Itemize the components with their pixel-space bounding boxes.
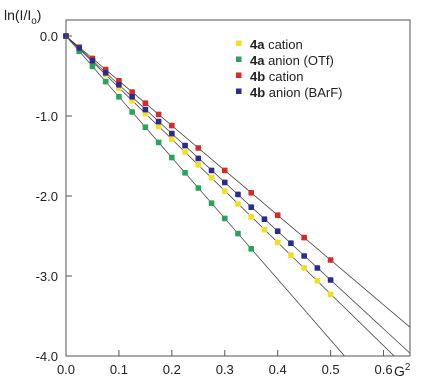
data-point	[116, 94, 122, 100]
data-point	[221, 188, 228, 194]
data-point	[155, 111, 162, 118]
data-point	[169, 122, 175, 129]
fit-line	[65, 35, 395, 357]
data-point	[288, 252, 294, 258]
data-point	[142, 100, 149, 106]
data-point	[182, 170, 188, 176]
data-point	[129, 89, 135, 95]
y-tick-label: -4.0	[36, 349, 58, 364]
data-point	[314, 278, 321, 284]
data-point	[301, 265, 307, 271]
data-point	[327, 291, 334, 298]
data-point	[129, 109, 135, 115]
legend-entry: 4a cation	[250, 37, 303, 52]
axes: 0.0 0.1 0.2 0.3 0.4 0.5 0.6 0.0 -1.0 -2.0 -3.0 -4.0	[36, 29, 393, 377]
data-point	[261, 216, 268, 222]
data-point	[169, 154, 175, 161]
data-point	[301, 234, 307, 241]
legend-swatch	[236, 56, 242, 62]
data-point	[116, 82, 122, 88]
data-point	[102, 70, 109, 76]
data-point	[274, 212, 281, 218]
plot-frame	[65, 19, 411, 357]
data-point	[327, 257, 334, 263]
x-tick-label: 0.2	[163, 362, 181, 377]
data-point	[235, 191, 241, 198]
data-point	[274, 228, 281, 234]
x-tick-label: 0.6	[374, 362, 392, 377]
x-axis-title-superscript: 2	[405, 362, 411, 373]
data-point	[221, 179, 228, 186]
data-point	[182, 149, 188, 155]
data-point	[248, 204, 255, 210]
legend-entry: 4a anion (OTf)	[250, 53, 334, 68]
data-point	[195, 185, 202, 191]
data-point	[89, 58, 96, 64]
data-point	[274, 239, 281, 246]
data-point	[261, 226, 268, 233]
y-tick-label: -3.0	[36, 269, 58, 284]
x-tick-label: 0.0	[57, 362, 75, 377]
data-point	[235, 230, 241, 237]
x-tick-label: 0.4	[269, 362, 287, 377]
data-point	[221, 167, 228, 174]
data-point	[288, 240, 294, 246]
y-tick-label: -2.0	[36, 189, 58, 204]
x-tick-label: 0.1	[110, 362, 128, 377]
y-axis-title: ln(I/Io)	[4, 7, 41, 27]
data-point	[314, 265, 321, 271]
data-point	[76, 45, 83, 51]
data-point	[155, 118, 162, 125]
data-point	[169, 130, 175, 137]
data-point	[195, 162, 202, 168]
data-point	[208, 174, 215, 181]
y-axis-title-subscript: o	[31, 16, 37, 27]
x-tick-label: 0.3	[216, 362, 234, 377]
data-point	[235, 201, 241, 207]
data-point	[248, 246, 255, 252]
y-tick-label: 0.0	[40, 29, 58, 44]
data-point	[195, 145, 202, 151]
data-point	[221, 215, 228, 222]
y-tick-label: -1.0	[36, 109, 58, 124]
legend-entry: 4b cation	[250, 69, 303, 84]
data-point	[102, 78, 109, 85]
data-point	[155, 139, 162, 146]
data-point	[129, 94, 135, 100]
fit-line	[65, 35, 411, 328]
x-tick-label: 0.5	[322, 362, 340, 377]
data-points	[63, 33, 334, 298]
legend-swatch	[236, 88, 242, 94]
data-point	[142, 106, 149, 113]
fit-line	[65, 35, 345, 357]
legend-swatch	[236, 40, 242, 46]
legend-entry: 4b anion (BArF)	[250, 85, 342, 100]
data-point	[182, 142, 188, 149]
data-point	[155, 123, 162, 130]
x-axis-title: G2	[394, 362, 411, 379]
legend-swatch	[236, 72, 242, 78]
data-point	[195, 155, 202, 162]
data-point	[248, 190, 255, 196]
data-point	[142, 124, 149, 130]
data-point	[248, 214, 255, 220]
data-point	[301, 253, 307, 259]
data-point	[208, 200, 215, 206]
data-point	[327, 277, 334, 283]
data-point	[169, 136, 175, 142]
data-point	[208, 167, 215, 174]
data-point	[89, 63, 96, 70]
